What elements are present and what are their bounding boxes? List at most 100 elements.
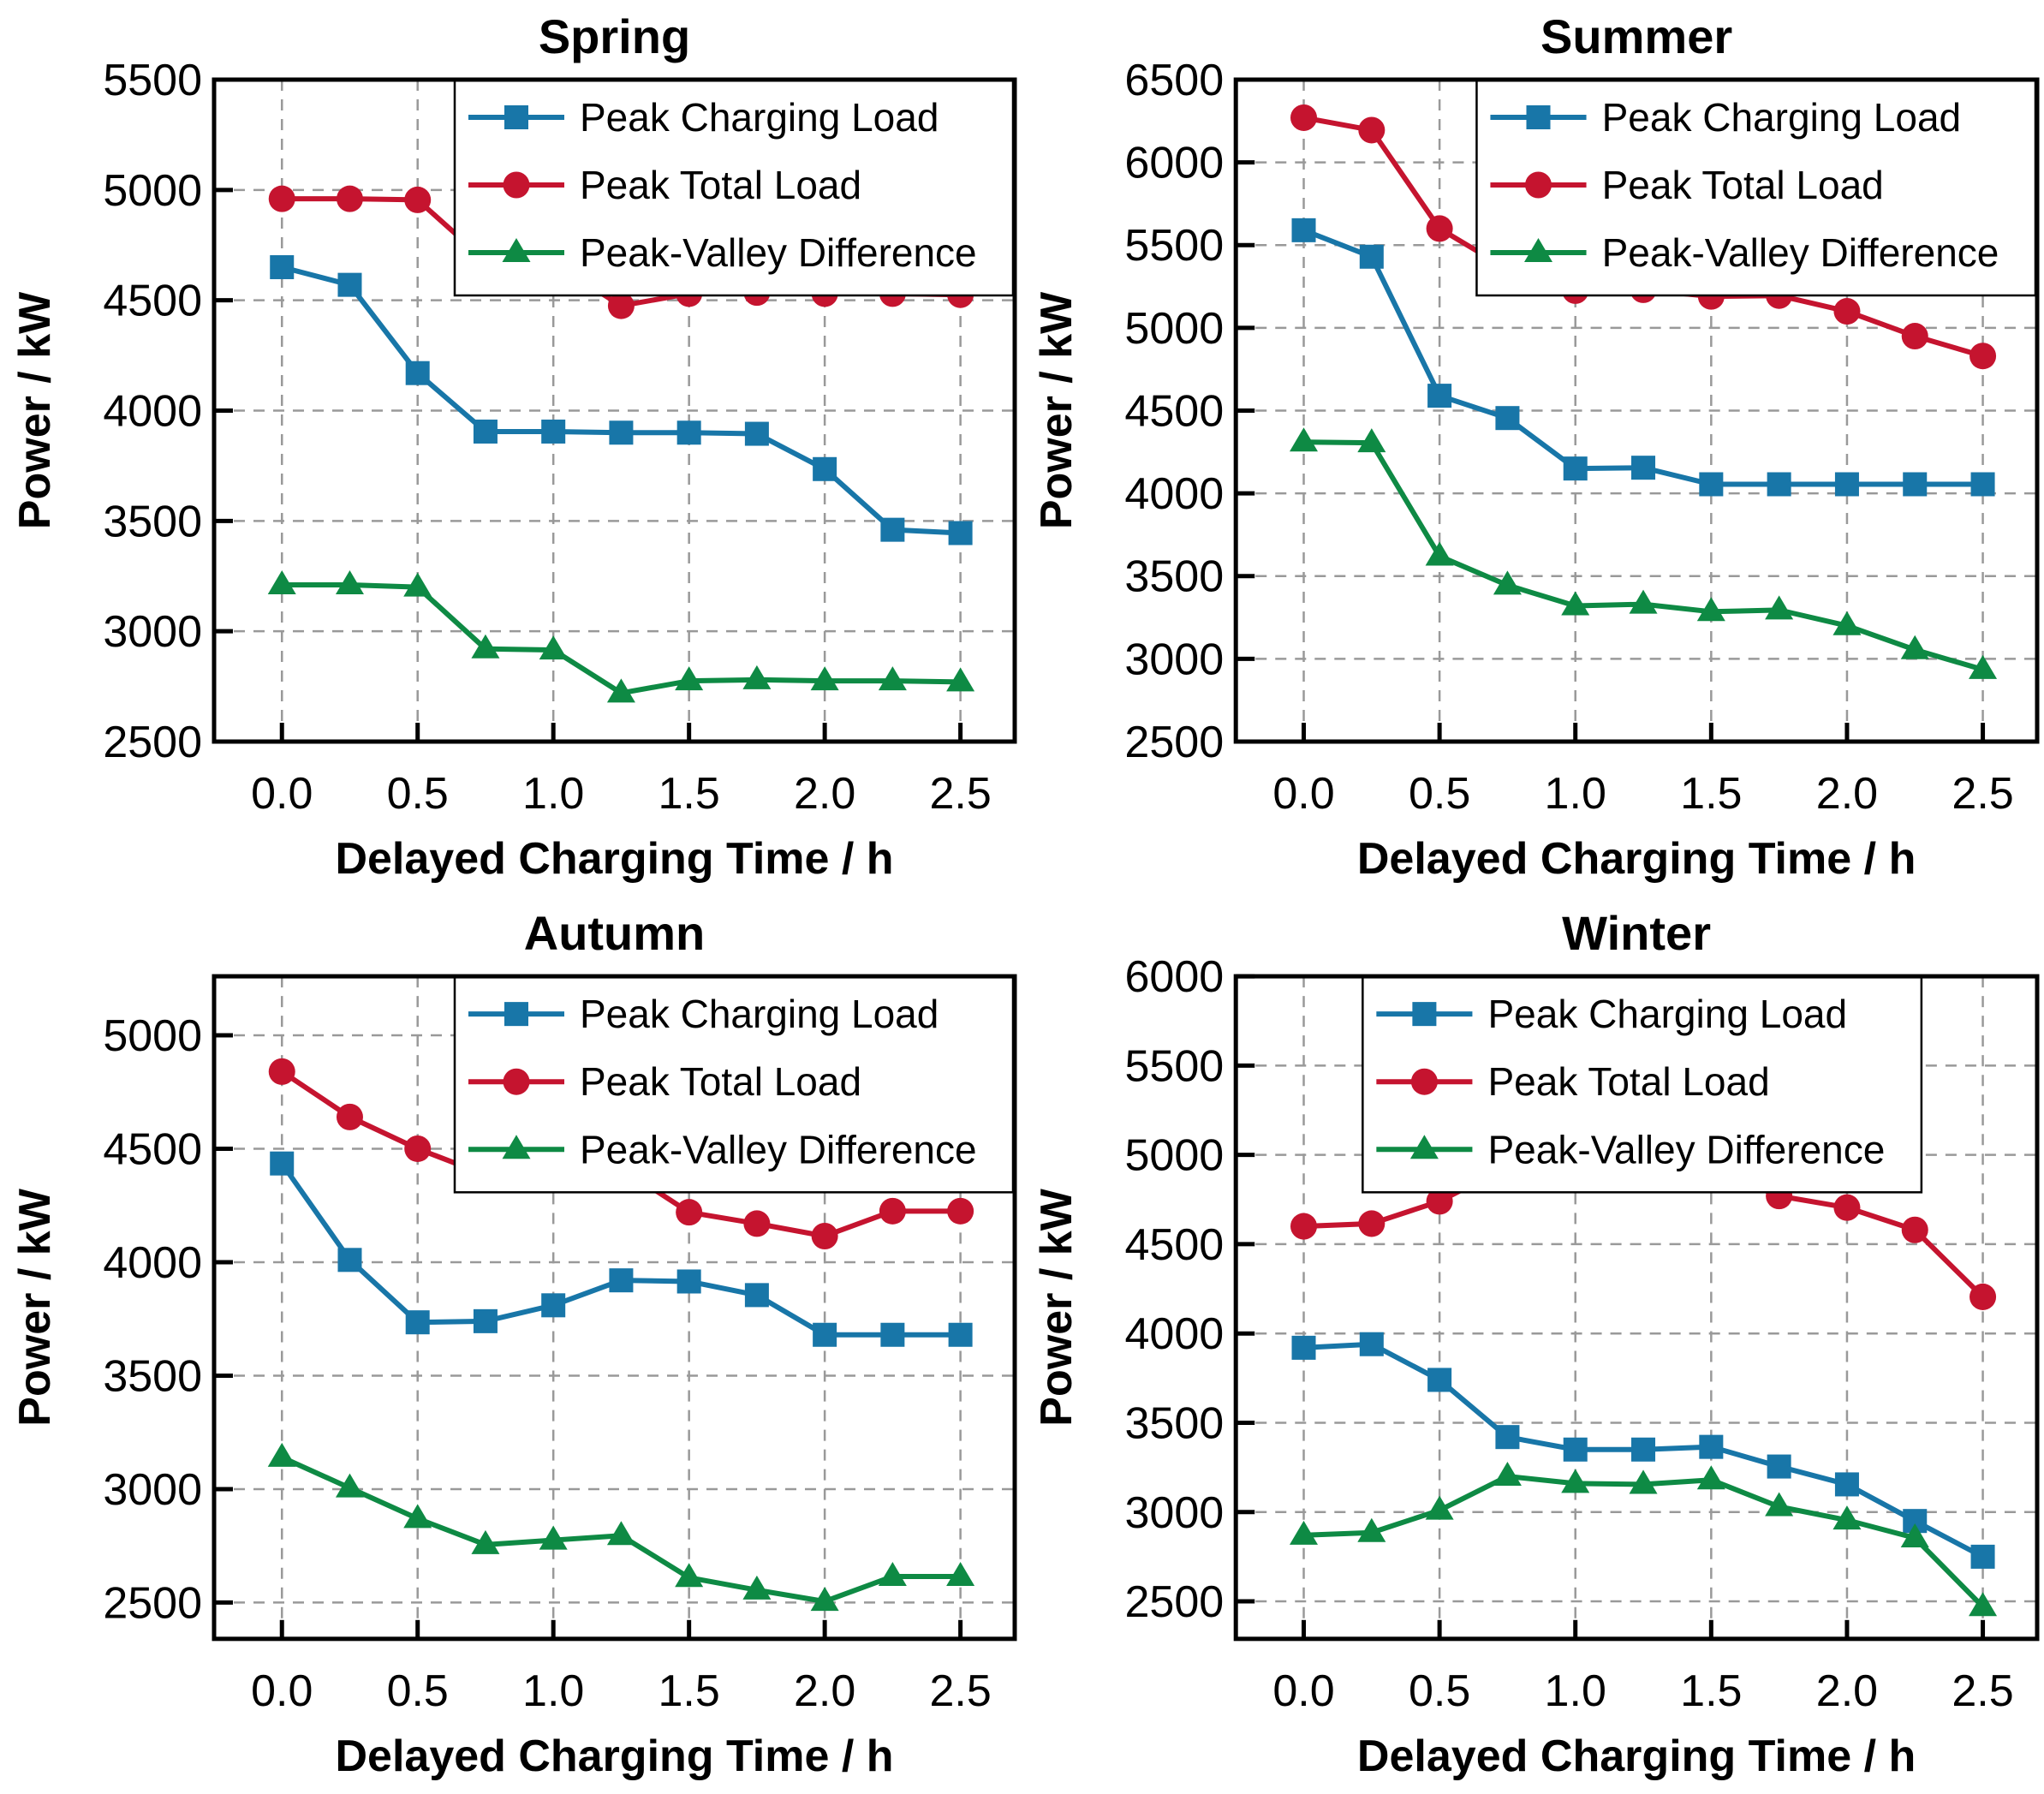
triangle-marker <box>1832 611 1862 635</box>
square-marker <box>541 419 566 444</box>
circle-marker <box>1426 215 1453 242</box>
square-marker <box>744 421 769 446</box>
legend-triangle-marker <box>1409 1135 1439 1159</box>
y-tick-label: 3000 <box>1124 1488 1224 1538</box>
circle-marker <box>947 1197 974 1225</box>
circle-marker <box>1290 1213 1318 1240</box>
y-tick-label: 5000 <box>1124 1131 1224 1181</box>
plot-border <box>1233 974 2040 1642</box>
legend-circle-marker <box>503 171 530 199</box>
square-marker <box>1359 1332 1384 1356</box>
triangle-marker <box>810 1587 839 1612</box>
square-marker <box>1834 472 1859 497</box>
x-tick-label: 1.0 <box>522 1666 584 1716</box>
x-tick-label: 0.0 <box>251 769 313 819</box>
circle-marker <box>1833 298 1861 325</box>
triangle-marker <box>335 570 364 595</box>
circle-marker <box>1833 1194 1861 1221</box>
square-marker <box>744 1283 769 1308</box>
y-tick-label: 4500 <box>103 1124 202 1174</box>
x-tick-label: 0.0 <box>1272 769 1334 819</box>
triangle-marker <box>539 1525 568 1550</box>
square-marker <box>1563 456 1588 481</box>
circle-marker <box>336 185 363 212</box>
chart-cell-summer: Peak Charging Load Peak Total Load Peak-Va… <box>1022 0 2044 897</box>
triangle-marker <box>1561 1469 1590 1493</box>
square-marker <box>1427 1368 1452 1392</box>
square-marker <box>813 456 837 481</box>
chart-title: Summer <box>1540 9 1732 63</box>
legend-item-peak-valley-difference: Peak-Valley Difference <box>1376 1127 1885 1171</box>
legend: Peak Charging Load Peak Total Load Peak-Va… <box>453 974 1015 1194</box>
legend-square-marker <box>504 105 528 129</box>
triangle-marker <box>1832 1505 1862 1530</box>
circle-marker <box>1970 343 1997 370</box>
legend-circle-marker <box>1524 171 1552 199</box>
series-peak-charging-load <box>270 255 973 545</box>
x-tick-label: 0.5 <box>1409 769 1470 819</box>
square-marker <box>541 1293 566 1318</box>
x-tick-label: 1.0 <box>1545 1666 1606 1716</box>
triangle-marker <box>1696 597 1725 622</box>
triangle-marker <box>675 666 704 691</box>
triangle-marker <box>1561 591 1590 616</box>
x-tick-label: 1.5 <box>1680 769 1742 819</box>
triangle-marker <box>1969 1592 1998 1617</box>
square-marker <box>1631 456 1656 480</box>
triangle-marker <box>1425 1495 1454 1520</box>
triangle-marker <box>742 1575 772 1600</box>
y-tick-label: 4500 <box>1124 1220 1224 1270</box>
x-axis-label: Delayed Charging Time / h <box>335 834 893 884</box>
y-axis-label: Power / kW <box>1032 291 1082 529</box>
square-marker <box>1291 1335 1316 1360</box>
triangle-marker <box>267 570 296 595</box>
series-peak-charging-load <box>1291 1332 1995 1569</box>
legend-label: Peak Total Load <box>580 1059 861 1104</box>
legend-item-peak-valley-difference: Peak-Valley Difference <box>468 1127 977 1171</box>
triangle-marker <box>471 1529 500 1554</box>
square-marker <box>337 272 362 297</box>
triangle-marker <box>1900 1523 1929 1548</box>
chart-autumn: Peak Charging Load Peak Total Load Peak-Va… <box>10 906 1017 1781</box>
chart-title: Autumn <box>524 906 705 960</box>
y-tick-label: 5500 <box>1124 1041 1224 1091</box>
y-tick-label: 6500 <box>1124 56 1224 105</box>
x-tick-label: 2.0 <box>794 1666 855 1716</box>
circle-marker <box>607 292 635 319</box>
circle-marker <box>676 1199 703 1226</box>
y-tick-label: 4000 <box>1124 1309 1224 1359</box>
legend-circle-marker <box>503 1068 530 1095</box>
circle-marker <box>268 1058 295 1085</box>
square-marker <box>676 420 701 445</box>
x-tick-label: 1.5 <box>1680 1666 1742 1716</box>
x-tick-label: 0.0 <box>1272 1666 1334 1716</box>
triangle-marker <box>1629 1469 1658 1494</box>
circle-marker <box>1901 323 1928 350</box>
legend-triangle-marker <box>1523 238 1553 262</box>
y-tick-label: 4500 <box>1124 387 1224 437</box>
y-tick-label: 2500 <box>103 718 202 767</box>
triangle-marker <box>1696 1465 1725 1490</box>
triangle-marker <box>403 1504 432 1529</box>
square-marker <box>948 521 973 545</box>
y-tick-label: 3500 <box>103 497 202 546</box>
y-tick-label: 3000 <box>1124 635 1224 684</box>
triangle-marker <box>1289 427 1319 452</box>
chart-cell-winter: Peak Charging Load Peak Total Load Peak-Va… <box>1022 897 2044 1794</box>
square-marker <box>1291 218 1316 242</box>
square-marker <box>337 1248 362 1272</box>
y-tick-label: 3500 <box>1124 1398 1224 1448</box>
y-tick-label: 4000 <box>103 387 202 437</box>
circle-marker <box>811 1222 838 1250</box>
chart-title: Spring <box>539 9 690 63</box>
triangle-marker <box>1289 1520 1319 1545</box>
square-marker <box>609 420 634 445</box>
y-tick-label: 2500 <box>1124 718 1224 767</box>
square-marker <box>948 1322 973 1347</box>
square-marker <box>1427 384 1452 408</box>
legend-label: Peak Total Load <box>1602 163 1884 207</box>
triangle-marker <box>1765 595 1794 620</box>
axis-ticks <box>214 77 963 744</box>
legend-item-peak-total-load: Peak Total Load <box>468 163 861 207</box>
